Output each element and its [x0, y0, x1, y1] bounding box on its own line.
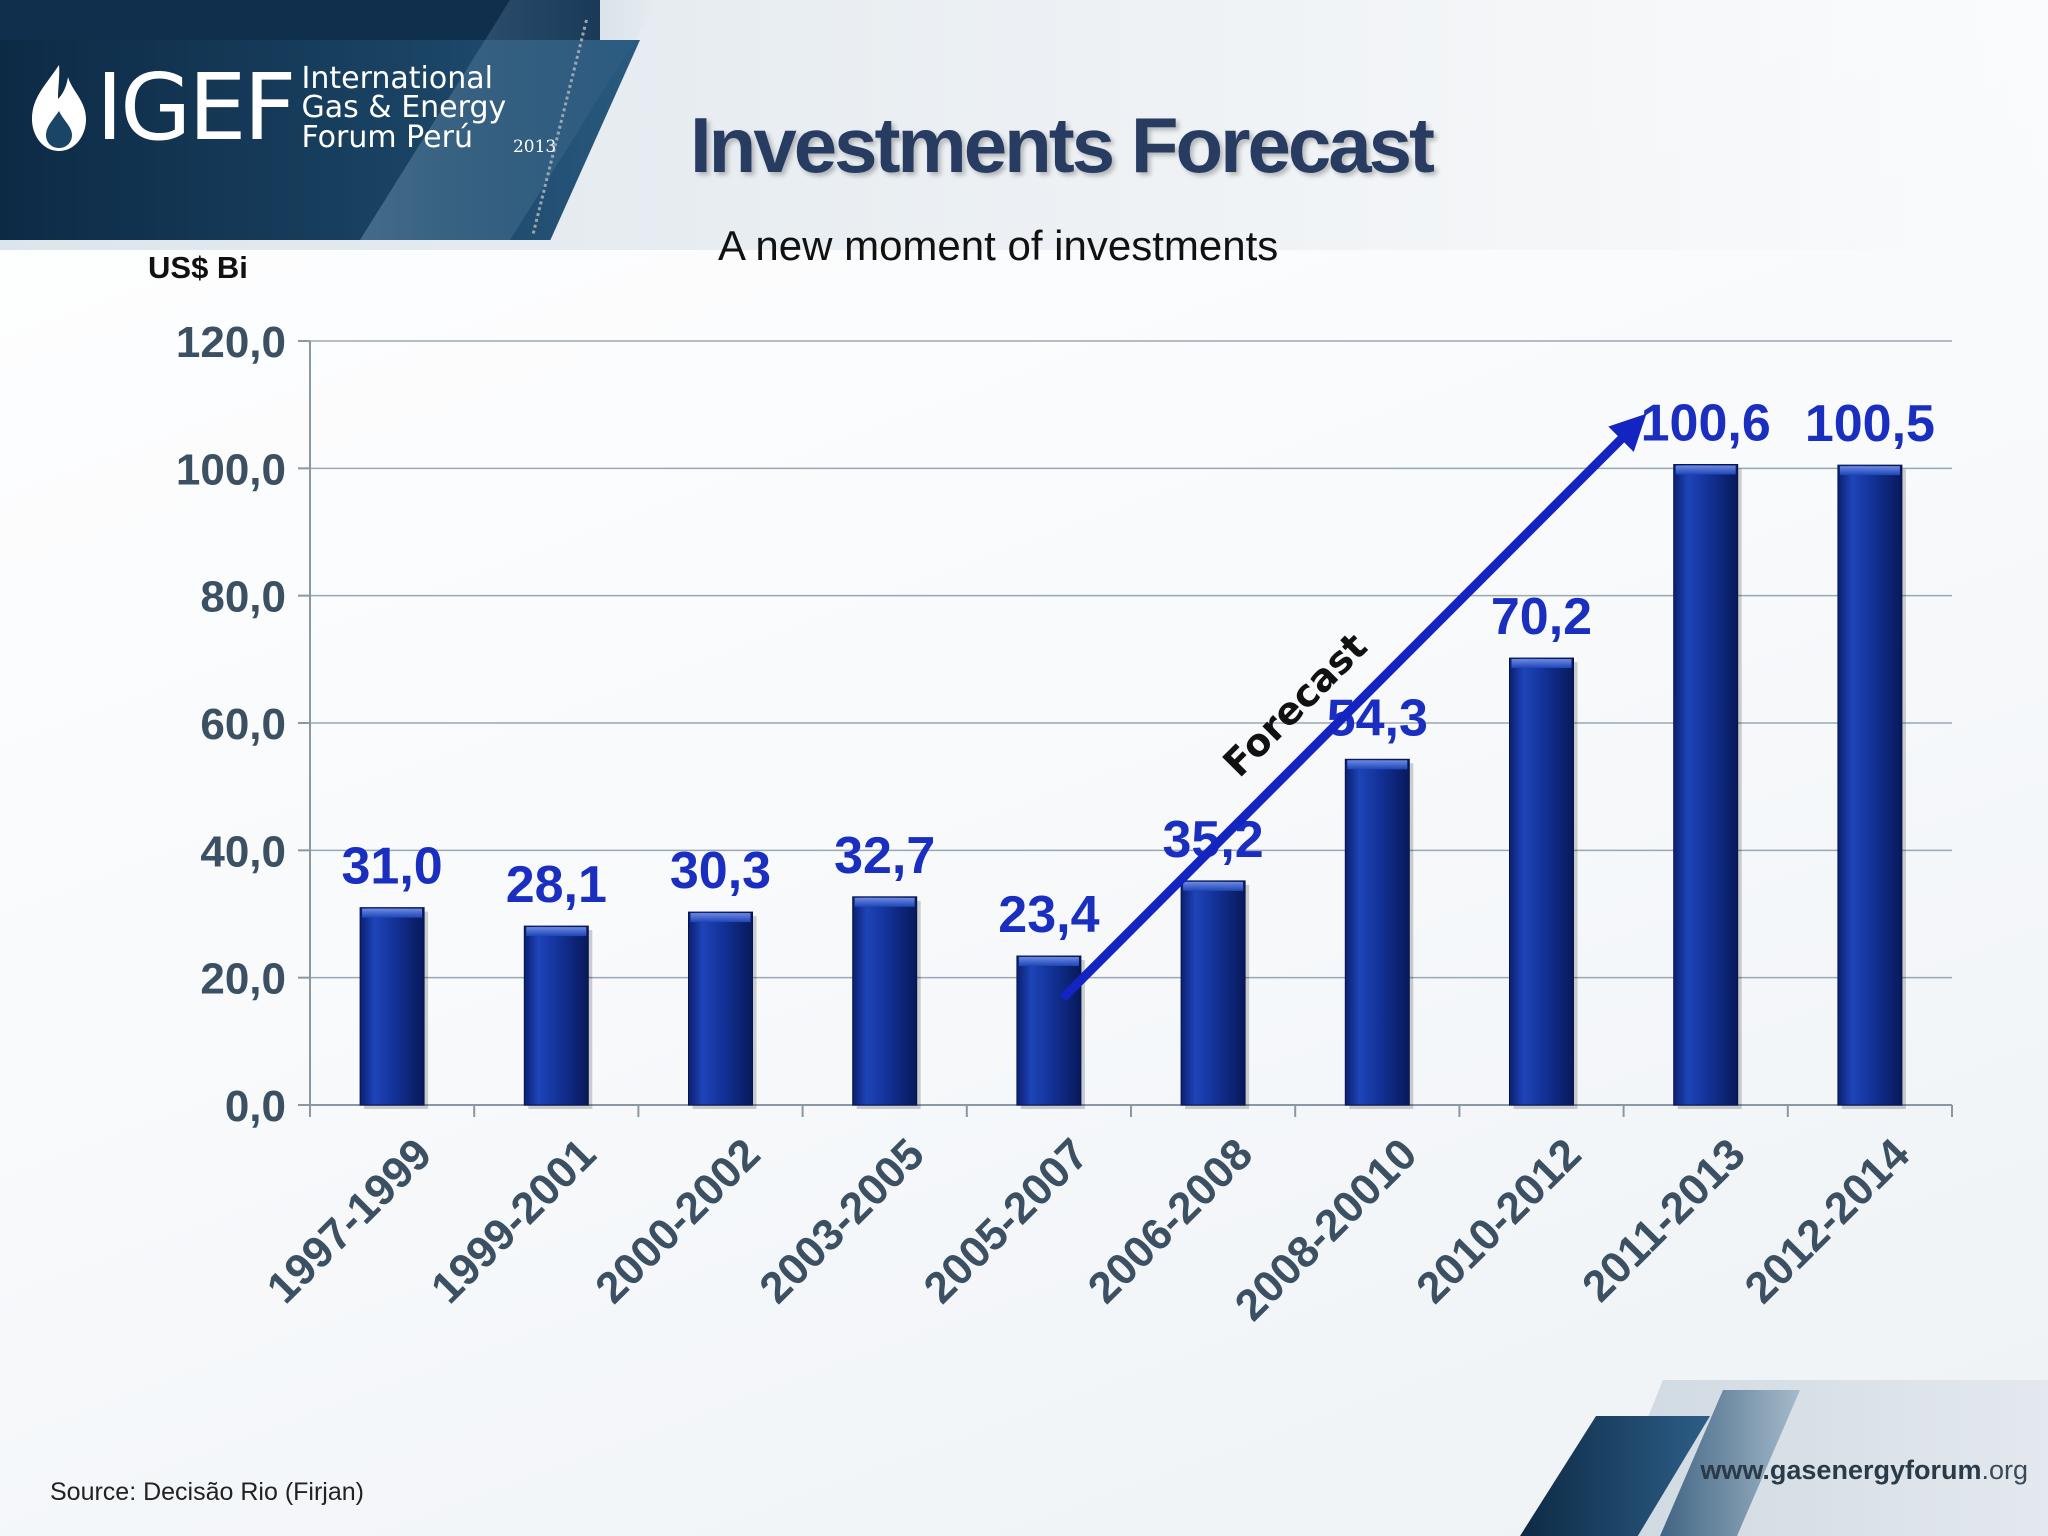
x-tick-label: 2012-2014 [1736, 1129, 1920, 1313]
data-label: 100,6 [1641, 395, 1771, 453]
bar-top-highlight [1018, 957, 1079, 967]
data-label: 32,7 [834, 827, 935, 885]
bar [852, 896, 921, 1109]
logo-wordmark: IGEF [96, 54, 296, 161]
bar [688, 911, 757, 1109]
footer-band: www.gasenergyforum.org [1520, 1380, 2048, 1536]
igef-logo: IGEF International Gas & Energy Forum Pe… [28, 54, 556, 161]
x-tick-label: 1999-2001 [422, 1129, 605, 1312]
y-tick-label: 60,0 [200, 700, 286, 749]
logo-line-2: Gas & Energy [301, 90, 507, 126]
bar-top-highlight [1511, 659, 1572, 669]
x-axis: 1997-19991999-20012000-20022003-20052005… [258, 1104, 1953, 1330]
bar-body [1837, 464, 1903, 1106]
x-tick-label: 2003-2005 [750, 1129, 933, 1312]
bar [523, 925, 593, 1109]
bar-body [1344, 758, 1410, 1106]
bar-body [1016, 955, 1082, 1106]
bar [1837, 464, 1906, 1109]
bar-body [1509, 657, 1574, 1106]
bar [1180, 880, 1250, 1109]
bar-top-highlight [1675, 465, 1736, 475]
bars [359, 464, 1906, 1110]
chart-subtitle: A new moment of investments [718, 222, 1279, 269]
x-tick-label: 2011-2013 [1573, 1129, 1755, 1311]
bar [359, 907, 429, 1109]
bar [1673, 464, 1742, 1110]
bar-top-highlight [854, 897, 915, 907]
bar [1016, 955, 1085, 1109]
y-tick-label: 120,0 [176, 318, 286, 367]
bar [1509, 657, 1578, 1109]
bar-top-highlight [362, 908, 423, 918]
data-label: 28,1 [506, 856, 607, 914]
data-label: 35,2 [1162, 811, 1263, 869]
y-tick-label: 20,0 [200, 955, 286, 1004]
bar [1344, 758, 1414, 1109]
page-title: Investments Forecast [690, 101, 1435, 189]
y-tick-label: 80,0 [200, 573, 286, 622]
bar-body [852, 896, 918, 1106]
bar-body [523, 925, 589, 1106]
y-tick-label: 100,0 [176, 445, 286, 494]
bar-top-highlight [1347, 760, 1408, 770]
data-label: 30,3 [670, 842, 771, 900]
bar-top-highlight [1839, 466, 1900, 476]
source-note: Source: Decisão Rio (Firjan) [50, 1478, 364, 1506]
bar-body [688, 911, 753, 1106]
x-tick-label: 2000-2002 [586, 1129, 769, 1312]
logo-line-1: International [301, 60, 493, 96]
website-main: www.gasenergyforum [1700, 1455, 1982, 1485]
website-tld: .org [1981, 1455, 2028, 1485]
x-tick-label: 2010-2012 [1407, 1129, 1590, 1312]
y-axis-unit-label: US$ Bi [148, 250, 248, 285]
forecast-arrow [1059, 413, 1647, 1002]
bar-top-highlight [690, 913, 751, 923]
y-axis: 0,0 20,0 40,0 60,0 80,0 100,0 120,0 [176, 318, 311, 1131]
logo-subtitle: International Gas & Energy Forum Perú 20… [301, 60, 556, 156]
bar-body [359, 907, 425, 1106]
bar-top-highlight [1183, 881, 1244, 891]
bar-body [1673, 464, 1739, 1106]
website-link[interactable]: www.gasenergyforum.org [1700, 1455, 2028, 1486]
y-tick-label: 40,0 [200, 827, 286, 876]
data-label: 70,2 [1491, 588, 1592, 646]
data-label: 31,0 [341, 838, 442, 896]
logo-year: 2013 [512, 137, 557, 158]
y-tick-label: 0,0 [225, 1082, 286, 1131]
x-tick-label: 2005-2007 [915, 1129, 1098, 1312]
logo-line-3: Forum Perú [301, 119, 473, 155]
data-label: 100,5 [1805, 395, 1935, 453]
x-tick-label: 1997-1999 [258, 1129, 441, 1312]
bar-body [1180, 880, 1246, 1106]
flame-icon [32, 65, 86, 151]
bar-top-highlight [526, 927, 587, 937]
header-band [0, 0, 2048, 250]
data-label: 23,4 [998, 886, 1099, 944]
